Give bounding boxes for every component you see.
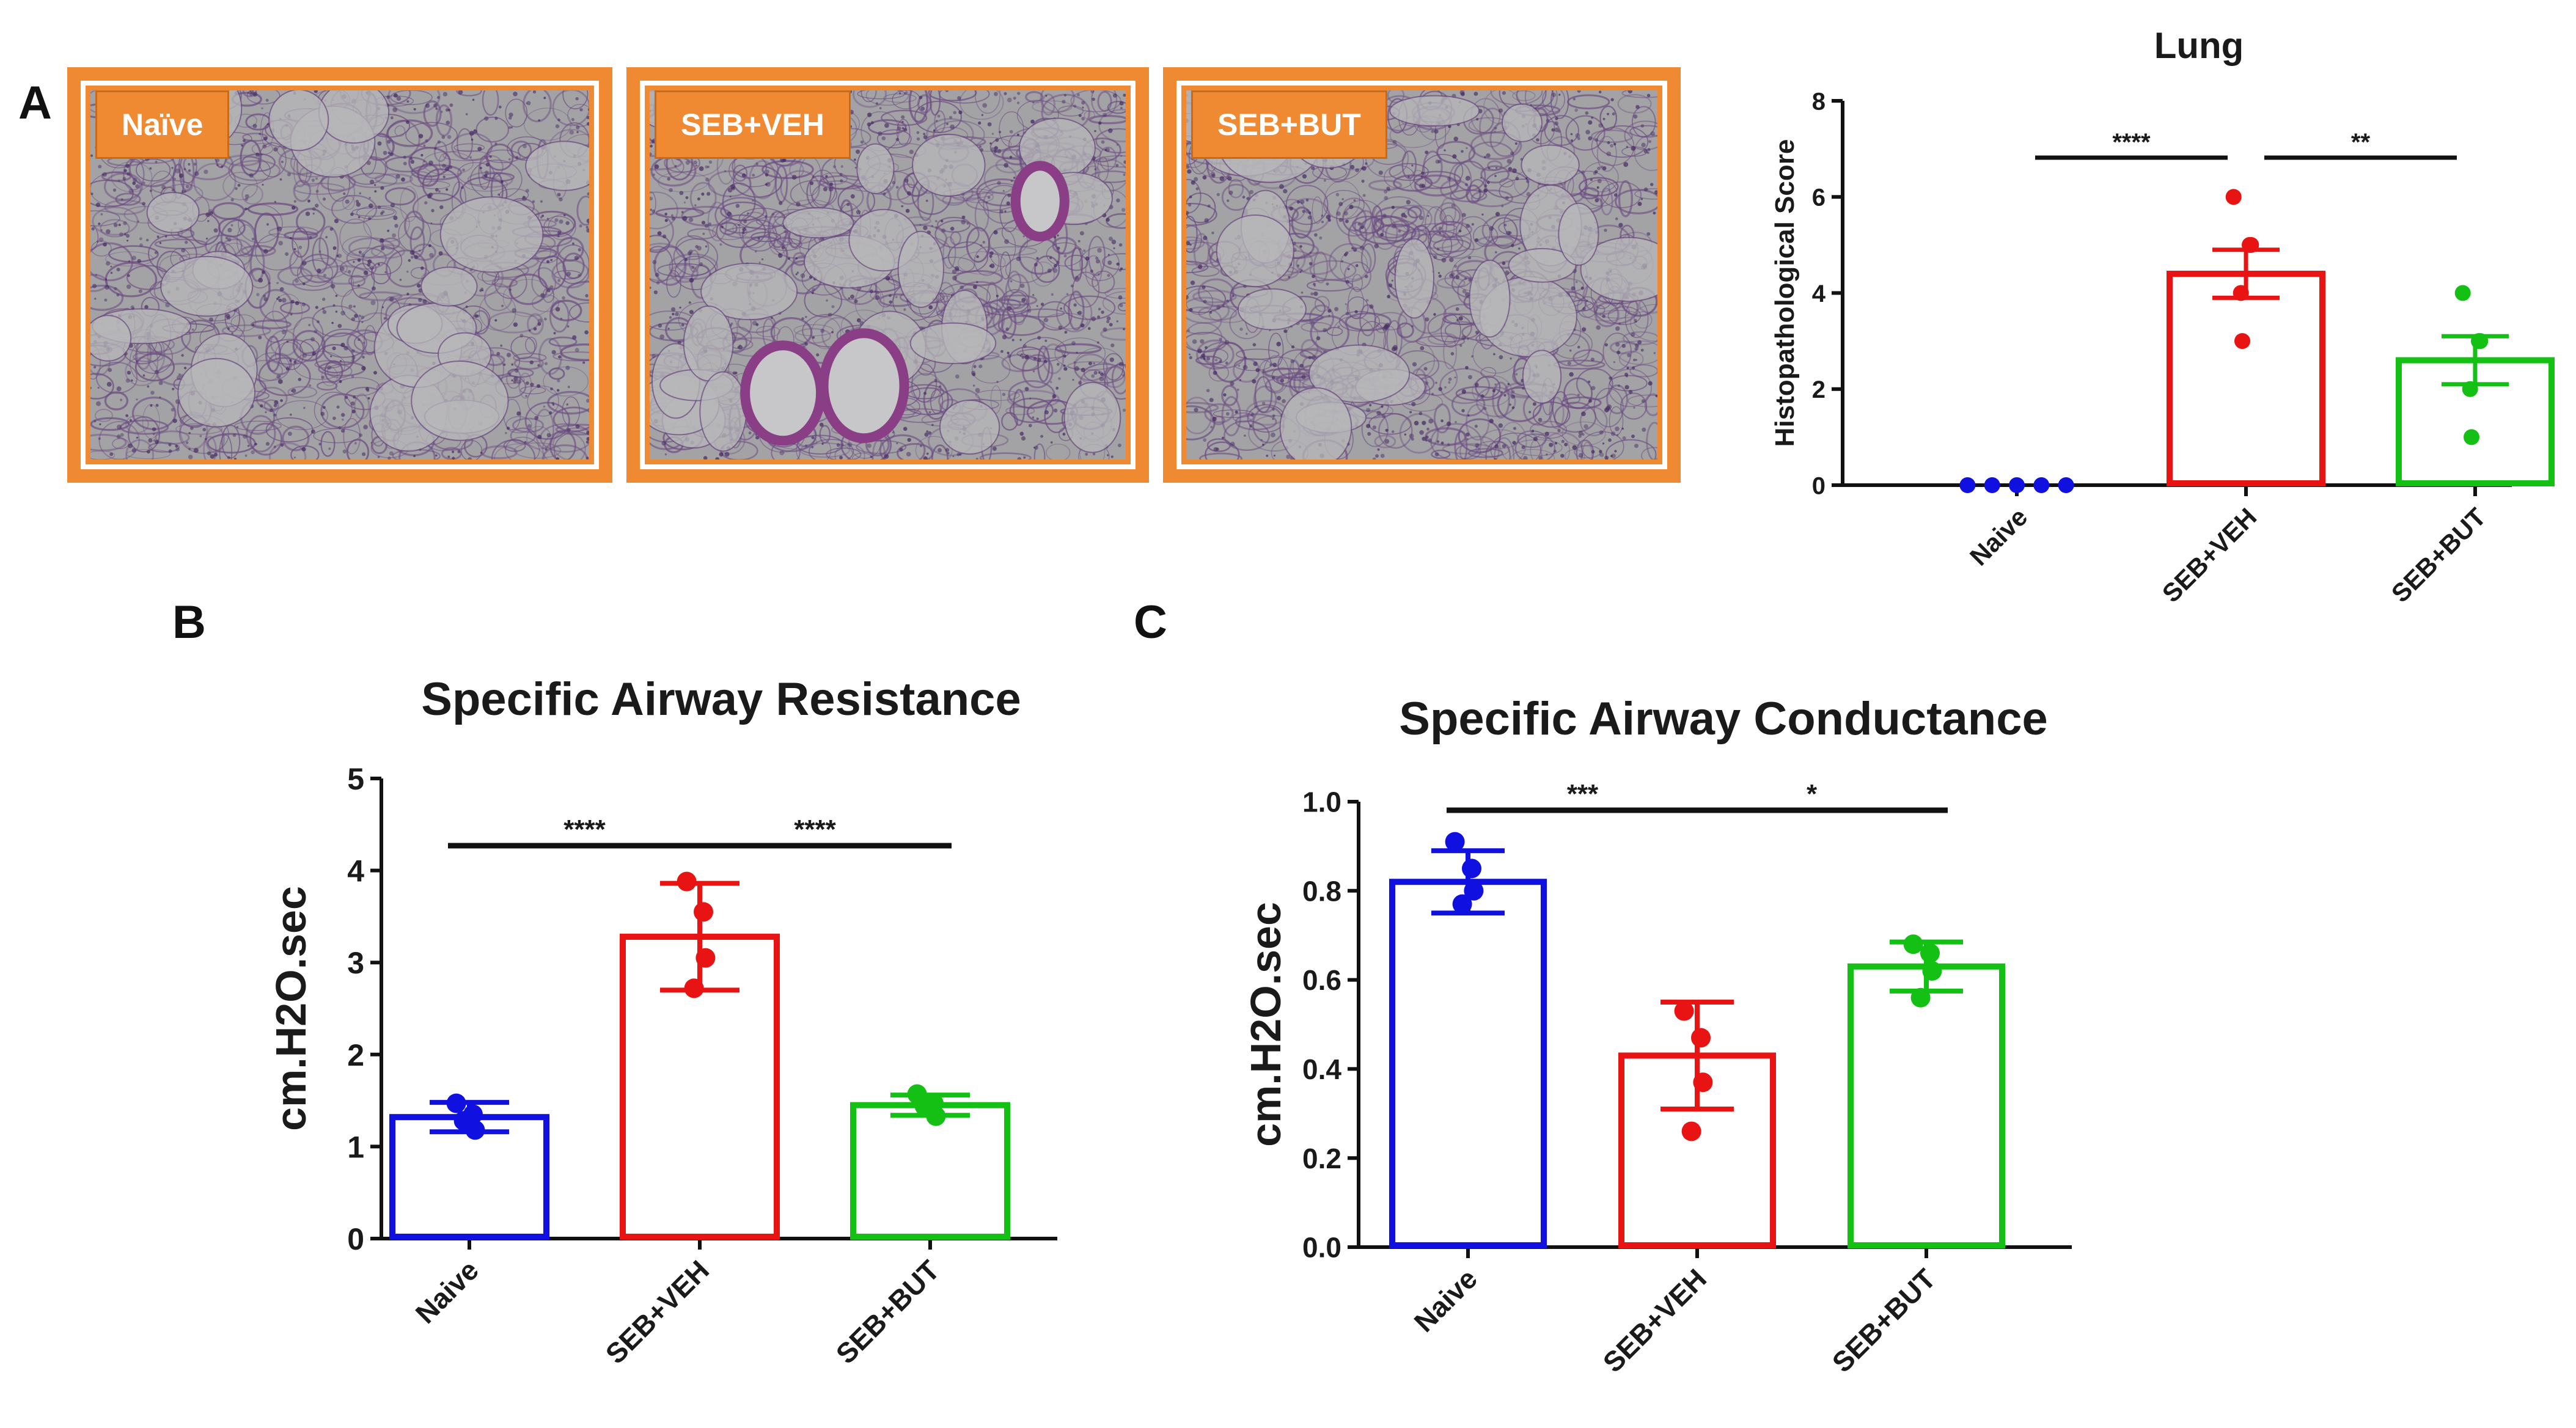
- data-point: [1693, 1072, 1713, 1093]
- y-tick-label: 0.6: [1302, 964, 1341, 996]
- y-tick-label: 4: [1812, 280, 1826, 307]
- y-tick-label: 1: [347, 1130, 364, 1164]
- y-tick-label: 6: [1812, 185, 1826, 211]
- data-point: [2233, 285, 2249, 301]
- data-point: [1445, 832, 1465, 852]
- significance-label: **: [2351, 129, 2371, 156]
- data-point: [2058, 477, 2074, 493]
- bar: [1389, 879, 1547, 1249]
- y-tick-label: 5: [347, 762, 364, 796]
- y-tick-label: 0.2: [1302, 1143, 1341, 1174]
- data-point: [2234, 333, 2250, 350]
- y-tick-label: 2: [1812, 376, 1826, 403]
- data-point: [1910, 987, 1931, 1008]
- y-tick-label: 3: [347, 946, 364, 980]
- y-axis-label: cm.H2O.sec: [267, 886, 315, 1131]
- chart-title: Specific Airway Conductance: [1399, 693, 2047, 745]
- data-point: [2033, 477, 2050, 493]
- y-tick-label: 0: [347, 1222, 364, 1256]
- data-point: [1922, 961, 1942, 981]
- micrograph-seb-veh: SEB+VEH: [626, 67, 1149, 483]
- data-point: [1984, 477, 2000, 493]
- data-point: [1681, 1121, 1701, 1141]
- data-point: [2472, 333, 2489, 350]
- data-point: [914, 1096, 934, 1116]
- y-tick-label: 0: [1812, 472, 1826, 499]
- data-point: [2009, 477, 2025, 493]
- x-tick-label: SEB+VEH: [2157, 502, 2262, 608]
- micrograph-tissue: [90, 90, 589, 460]
- data-point: [453, 1111, 474, 1131]
- data-point: [677, 871, 697, 892]
- y-tick-label: 8: [1812, 88, 1826, 115]
- micrograph-naive: Naïve: [67, 67, 612, 483]
- significance-label: *: [1807, 779, 1818, 809]
- panel-letter-a: A: [18, 77, 52, 129]
- data-point: [1959, 477, 1976, 493]
- data-point: [694, 902, 713, 922]
- data-point: [1674, 1001, 1694, 1021]
- y-axis-label: Histopathological Score: [1770, 139, 1800, 447]
- x-tick-label: SEB+BUT: [830, 1254, 945, 1369]
- x-tick-label: SEB+VEH: [1597, 1262, 1713, 1379]
- chart-title: Lung: [2154, 25, 2244, 66]
- chart-title: Specific Airway Resistance: [421, 673, 1021, 725]
- significance-label: ****: [563, 815, 606, 844]
- data-point: [1903, 934, 1923, 954]
- data-point: [1462, 859, 1481, 879]
- data-point: [2454, 285, 2471, 301]
- airway-conductance-chart: Specific Airway Conductance cm.H2O.sec 0.0…: [1242, 693, 2072, 1379]
- significance-label: ****: [2112, 129, 2151, 156]
- significance-label: ****: [794, 815, 836, 844]
- bar: [1848, 963, 2005, 1248]
- data-point: [695, 948, 716, 968]
- panel-letter-c: C: [1134, 596, 1167, 648]
- y-tick-label: 0.8: [1302, 875, 1341, 907]
- micrograph-label: Naïve: [95, 90, 230, 159]
- x-tick-label: Naive: [1408, 1262, 1484, 1338]
- x-tick-label: SEB+BUT: [1826, 1262, 1942, 1378]
- x-tick-label: SEB+VEH: [600, 1254, 716, 1370]
- data-point: [1691, 1028, 1711, 1048]
- data-point: [2462, 381, 2478, 397]
- y-tick-label: 2: [347, 1038, 364, 1072]
- y-tick-label: 0.4: [1302, 1053, 1341, 1085]
- data-point: [2225, 189, 2242, 205]
- data-point: [2464, 429, 2479, 445]
- panel-letter-b: B: [172, 596, 206, 648]
- data-point: [1920, 943, 1940, 963]
- bar: [2167, 271, 2325, 486]
- data-point: [1452, 894, 1472, 914]
- micrograph-label: SEB+VEH: [655, 90, 851, 159]
- airway-resistance-chart: Specific Airway Resistance cm.H2O.sec 0 1 2 3…: [267, 673, 1057, 1370]
- y-tick-label: 1.0: [1302, 786, 1341, 818]
- significance-label: ***: [1567, 779, 1599, 809]
- bar: [850, 1102, 1010, 1240]
- data-point: [446, 1093, 466, 1113]
- data-point: [1464, 881, 1484, 901]
- x-tick-label: Naive: [1964, 502, 2033, 571]
- micrograph-seb-but: SEB+BUT: [1163, 67, 1681, 483]
- micrograph-label: SEB+BUT: [1191, 90, 1387, 159]
- data-point: [2243, 236, 2259, 253]
- x-tick-label: Naive: [409, 1254, 485, 1330]
- data-point: [684, 978, 704, 998]
- y-tick-label: 0.0: [1302, 1232, 1341, 1264]
- lung-histopathology-chart: Lung Histopathological Score 0 2 4 6 8 Naive SEB…: [1770, 25, 2555, 608]
- x-tick-label: SEB+BUT: [2386, 502, 2492, 608]
- y-tick-label: 4: [347, 854, 364, 888]
- y-axis-label: cm.H2O.sec: [1242, 902, 1290, 1147]
